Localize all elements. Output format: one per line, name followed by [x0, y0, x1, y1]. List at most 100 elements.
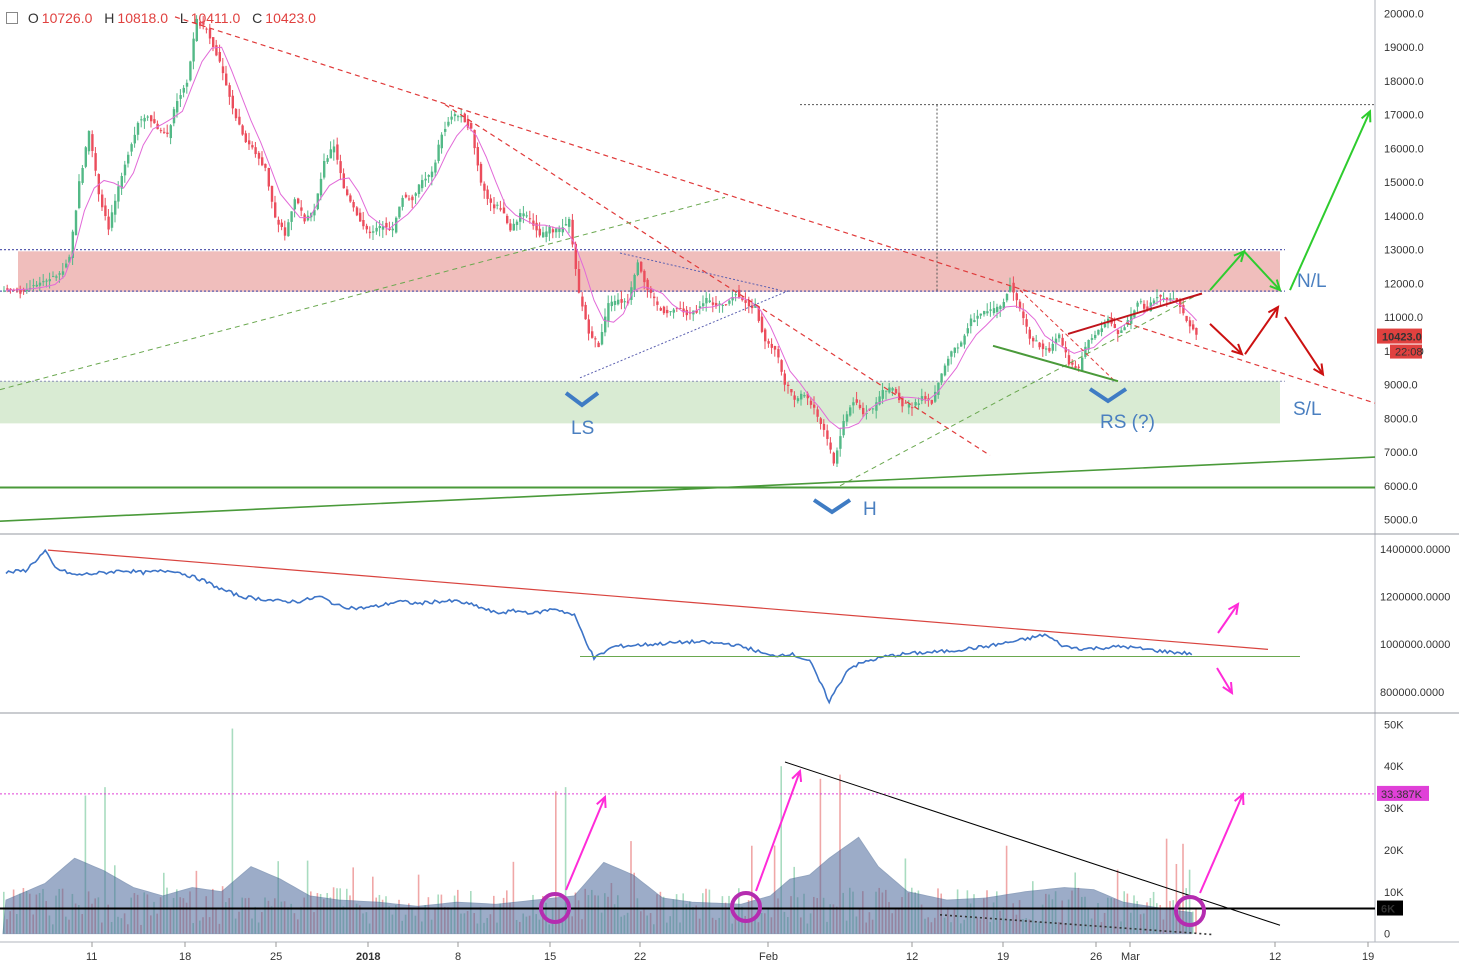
candle-body [372, 231, 375, 233]
candle-body [238, 116, 241, 125]
candle-body [1022, 311, 1025, 319]
candle-body [1038, 342, 1041, 348]
candle-body [228, 85, 231, 97]
volume-tick-label: 40K [1384, 761, 1404, 773]
candle-body [192, 38, 195, 62]
bearish-arrow-1 [1209, 323, 1243, 355]
candle-body [437, 144, 440, 161]
price-tick-label: 13000.0 [1384, 245, 1424, 257]
candle-body [963, 335, 966, 345]
candle-body [107, 216, 110, 230]
candle-body [881, 390, 884, 399]
candle-body [1077, 366, 1080, 368]
candle-body [816, 409, 819, 417]
volume-breakout-arrow-2-head [791, 768, 803, 783]
candle-body [528, 218, 532, 220]
candle-body [718, 303, 721, 306]
candle-body [542, 232, 545, 238]
close-value: 10423.0 [265, 10, 316, 26]
close-label: C [252, 10, 263, 26]
candle-body [195, 18, 198, 42]
candle-body [277, 219, 280, 225]
candle-body [571, 219, 574, 245]
candle-body [234, 109, 238, 119]
candle-body [483, 183, 486, 191]
collapse-toggle-icon[interactable] [6, 12, 18, 24]
volume-bar [564, 787, 567, 934]
left-shoulder-label: LS [571, 418, 594, 439]
candle-body [623, 301, 626, 303]
candle-body [172, 109, 176, 124]
volume-level-badge [1377, 785, 1429, 801]
candle-body [568, 218, 571, 227]
major-downtrend-line [174, 16, 1376, 404]
candle-body [757, 306, 760, 321]
price-tick-label: 8000.0 [1384, 413, 1418, 425]
candle-body [1087, 339, 1090, 350]
volume-ma-area [2, 836, 1193, 935]
candle-body [662, 306, 666, 314]
last-price-label: 10423.0 [1382, 332, 1422, 344]
candle-body [104, 205, 107, 217]
volume-bar [1195, 908, 1197, 934]
candle-body [133, 134, 136, 144]
candle-body [185, 82, 189, 87]
candle-body [163, 131, 166, 133]
candle-body [1012, 282, 1015, 293]
candle-body [617, 299, 620, 305]
candle-body [894, 389, 898, 394]
candle-body [711, 302, 715, 305]
candle-body [646, 279, 649, 290]
candle-body [956, 347, 960, 349]
volume-tick-label: 0 [1384, 929, 1390, 941]
candle-body [45, 280, 48, 282]
x-tick-label: 2018 [356, 951, 380, 963]
candle-body [741, 297, 744, 301]
candle-body [1045, 348, 1048, 350]
candle-body [532, 220, 535, 226]
candle-body [930, 399, 933, 404]
volume-circle-1 [539, 892, 571, 924]
candle-body [633, 274, 636, 290]
candle-body [401, 197, 404, 207]
volume-tick-label: 30K [1384, 803, 1404, 815]
price-tick-label: 12000.0 [1384, 278, 1424, 290]
candle-body [780, 360, 783, 372]
candle-body [976, 315, 979, 319]
candle-body [411, 196, 414, 201]
obv-tick-label: 1000000.0000 [1380, 639, 1450, 651]
candle-body [81, 167, 84, 183]
candle-body [270, 185, 274, 202]
price-tick-label: 5000.0 [1384, 515, 1418, 527]
candle-body [685, 309, 688, 316]
candle-body [476, 147, 479, 166]
candle-body [460, 116, 463, 118]
candle-body [502, 207, 506, 214]
candle-body [950, 351, 953, 357]
candle-body [274, 202, 277, 218]
candle-body [1058, 334, 1061, 339]
candle-body [747, 300, 751, 307]
bullish-target-arrow-head [1360, 109, 1372, 123]
candle-body [597, 342, 600, 348]
candle-body [558, 228, 561, 232]
candle-body [146, 116, 149, 118]
volume-bar [751, 845, 753, 934]
open-value: 10726.0 [41, 10, 93, 26]
volume-bar [1188, 869, 1191, 934]
candle-body [3, 290, 6, 292]
candle-body [548, 226, 551, 234]
price-tick-label: 19000.0 [1384, 42, 1424, 54]
candle-body [257, 152, 261, 159]
candle-body [996, 306, 999, 312]
candle-body [1074, 366, 1077, 368]
right-shoulder-label: RS (?) [1100, 412, 1155, 433]
candle-body [920, 396, 924, 401]
candle-body [114, 200, 117, 215]
candle-body [169, 125, 172, 139]
candle-body [1090, 338, 1094, 340]
volume-tick-label: 50K [1384, 719, 1404, 731]
candle-body [845, 414, 849, 422]
obv-up-arrow-head [1227, 602, 1240, 616]
